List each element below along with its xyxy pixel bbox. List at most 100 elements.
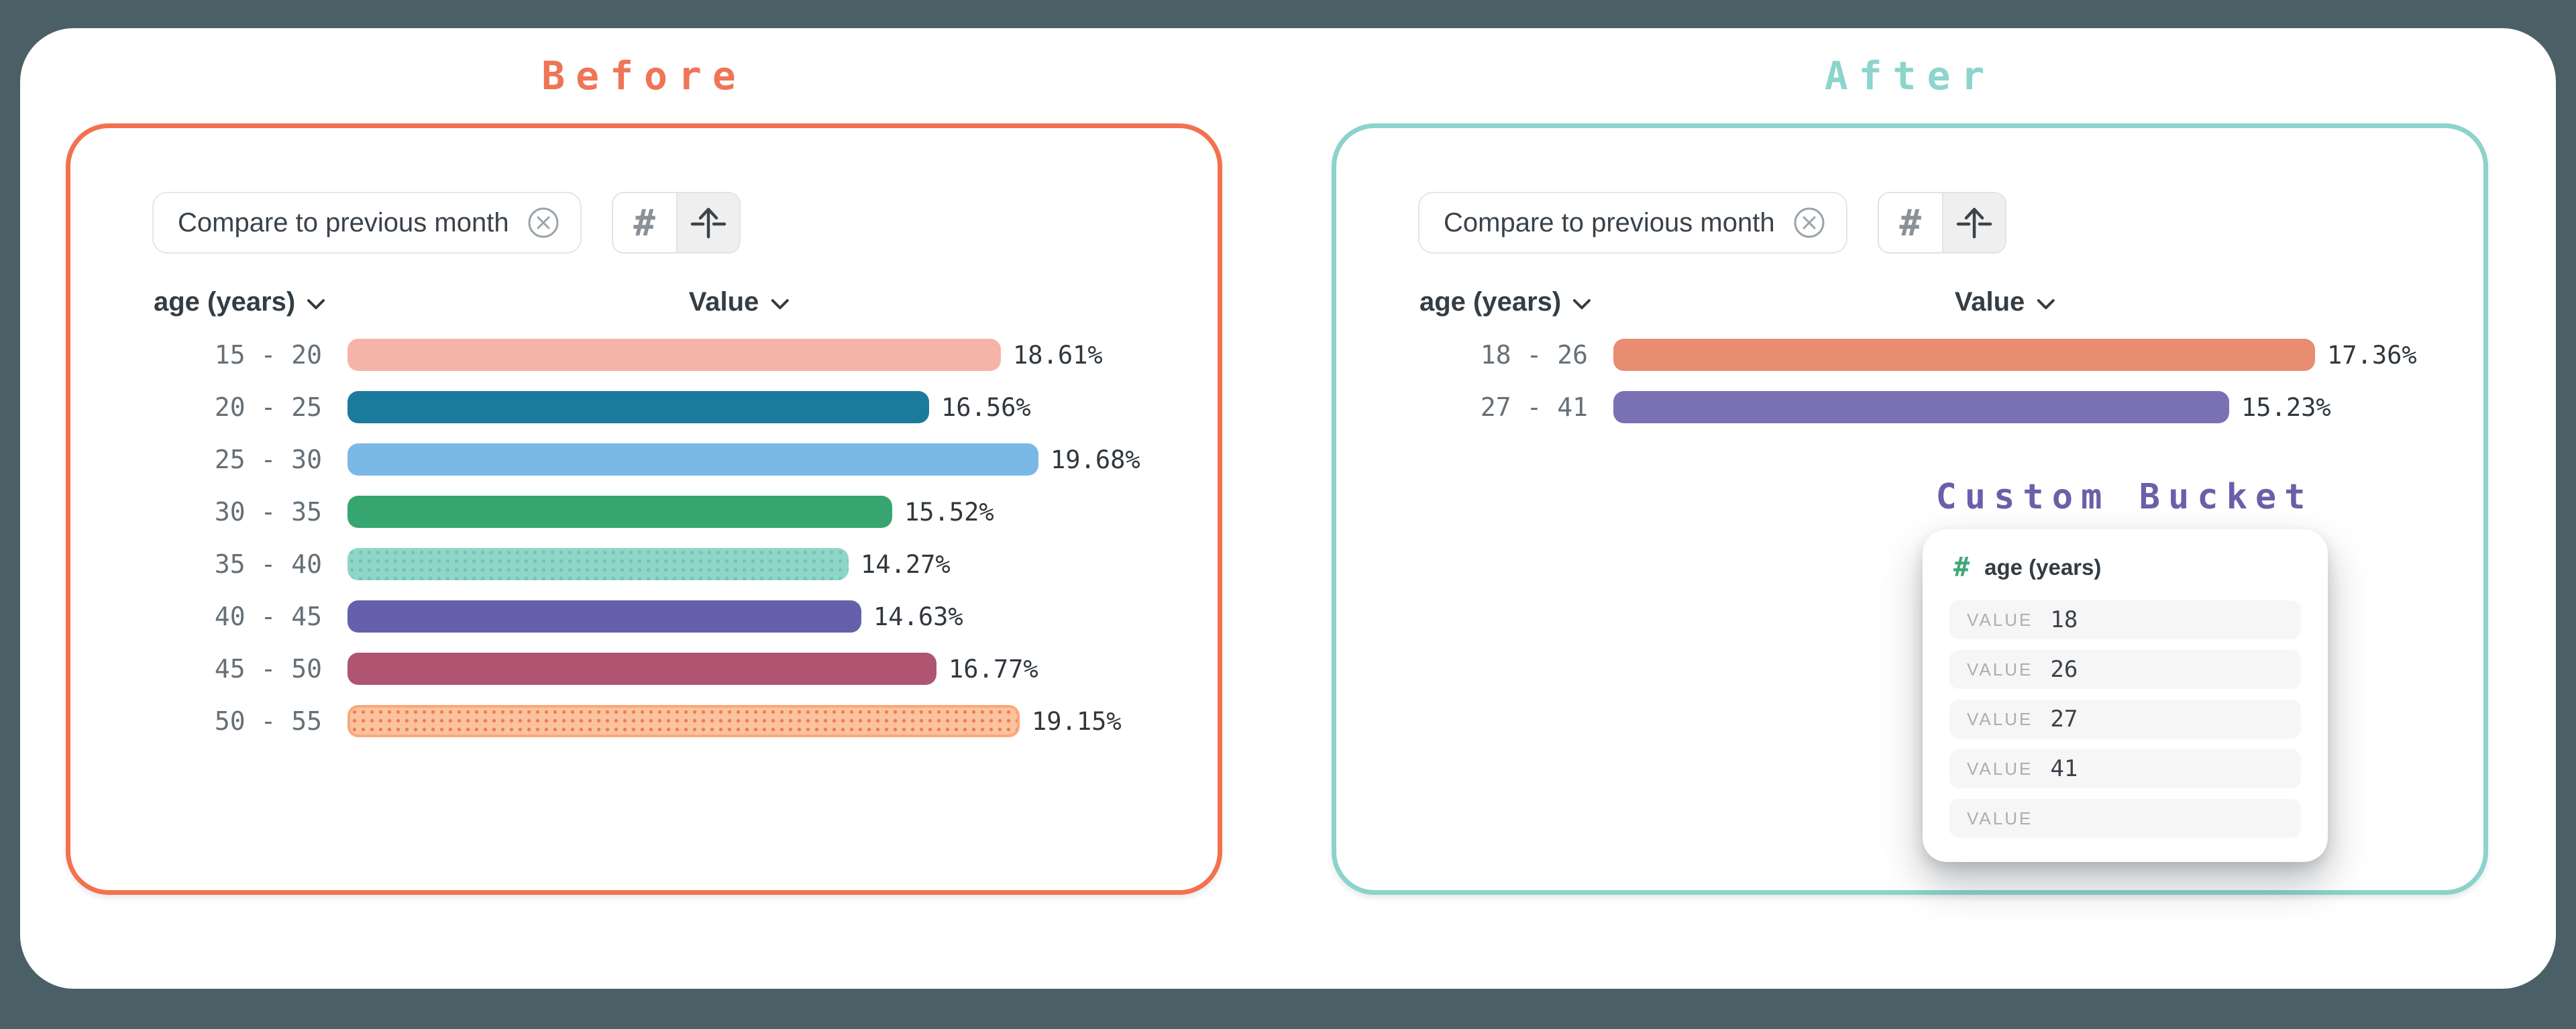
- bar[interactable]: [1613, 391, 2229, 423]
- before-bar-chart: 15 - 20 18.61% 20 - 25 16.56% 25 - 30 19.68% 3…: [152, 329, 1140, 747]
- bar[interactable]: [347, 496, 892, 528]
- value-label: 18.61%: [1013, 340, 1103, 370]
- value-label: 16.77%: [949, 654, 1038, 684]
- bar-row: 50 - 55 19.15%: [152, 695, 1138, 747]
- filter-chip[interactable]: Compare to previous month: [1418, 192, 1847, 254]
- value-label: 14.63%: [873, 602, 963, 631]
- category-label: 45 - 50: [214, 654, 322, 684]
- hash-mode-button[interactable]: #: [613, 193, 676, 252]
- filter-chip[interactable]: Compare to previous month: [152, 192, 582, 254]
- bar-row: 45 - 50 16.77%: [152, 643, 1138, 695]
- bucket-value-field[interactable]: VALUE 41: [1949, 749, 2301, 788]
- value-field-label: VALUE: [1967, 708, 2033, 729]
- close-icon[interactable]: [1792, 206, 1826, 239]
- bar-row: 18 - 26 17.36%: [1418, 329, 2417, 381]
- bucket-value-rows: VALUE 18 VALUE 26 VALUE 27 VALUE 41 VALUE: [1949, 600, 2301, 838]
- value-field-input[interactable]: 27: [2050, 706, 2078, 733]
- category-label: 40 - 45: [214, 602, 322, 631]
- bar[interactable]: [347, 705, 1020, 737]
- measure-header[interactable]: Value: [689, 287, 790, 317]
- dimension-header[interactable]: age (years): [154, 287, 326, 317]
- dimension-header-label: age (years): [1419, 287, 1562, 317]
- bar-row: 20 - 25 16.56%: [152, 381, 1138, 433]
- value-field-input[interactable]: 18: [2050, 606, 2078, 633]
- value-label: 19.15%: [1032, 706, 1122, 736]
- custom-bucket-title: Custom Bucket: [1935, 477, 2314, 517]
- hash-icon: #: [633, 201, 655, 244]
- value-label: 19.68%: [1051, 445, 1140, 474]
- sort-mode-button[interactable]: [1941, 193, 2005, 252]
- sort-mode-button[interactable]: [676, 193, 739, 252]
- before-column-headers: age (years) Value: [152, 287, 1138, 322]
- category-label: 25 - 30: [214, 445, 322, 474]
- bucket-value-field[interactable]: VALUE: [1949, 799, 2301, 838]
- hash-mode-button[interactable]: #: [1879, 193, 1942, 252]
- before-column: Before Compare to previous month #: [66, 28, 1222, 895]
- before-panel: Compare to previous month #: [66, 123, 1222, 895]
- dimension-header-label: age (years): [154, 287, 296, 317]
- chevron-down-icon: [2037, 299, 2055, 309]
- bar[interactable]: [1613, 339, 2315, 371]
- chevron-down-icon: [771, 299, 789, 309]
- category-label: 30 - 35: [214, 497, 322, 527]
- bar[interactable]: [347, 600, 861, 633]
- bar-row: 40 - 45 14.63%: [152, 590, 1138, 643]
- main-card: Before Compare to previous month #: [20, 28, 2556, 989]
- category-label: 15 - 20: [214, 340, 322, 370]
- bar-row: 30 - 35 15.52%: [152, 486, 1138, 538]
- bucket-value-field[interactable]: VALUE 18: [1949, 600, 2301, 639]
- before-title: Before: [541, 53, 747, 99]
- bar[interactable]: [347, 548, 849, 580]
- bar-row: 27 - 41 15.23%: [1418, 381, 2404, 433]
- bar[interactable]: [347, 653, 936, 685]
- bucket-value-field[interactable]: VALUE 26: [1949, 650, 2301, 689]
- filter-chip-label: Compare to previous month: [178, 207, 509, 237]
- custom-bucket-header: # age (years): [1949, 552, 2301, 583]
- value-field-label: VALUE: [1967, 758, 2033, 779]
- chart-mode-toggle: #: [611, 192, 741, 254]
- value-field-label: VALUE: [1967, 659, 2033, 680]
- category-label: 20 - 25: [214, 392, 322, 422]
- measure-header[interactable]: Value: [1955, 287, 2056, 317]
- category-label: 18 - 26: [1480, 340, 1588, 370]
- after-bar-chart: 18 - 26 17.36% 27 - 41 15.23%: [1418, 329, 2417, 433]
- value-label: 17.36%: [2327, 340, 2417, 370]
- chart-mode-toggle: #: [1877, 192, 2006, 254]
- dimension-header[interactable]: age (years): [1419, 287, 1592, 317]
- filter-chip-label: Compare to previous month: [1444, 207, 1775, 237]
- arrow-up-icon: [690, 207, 726, 239]
- bar[interactable]: [347, 339, 1001, 371]
- category-label: 35 - 40: [214, 549, 322, 579]
- value-label: 14.27%: [861, 549, 951, 579]
- chevron-down-icon: [1573, 299, 1591, 309]
- value-field-input[interactable]: 26: [2050, 656, 2078, 683]
- arrow-up-icon: [1956, 207, 1992, 239]
- category-label: 50 - 55: [214, 706, 322, 736]
- measure-header-label: Value: [1954, 287, 2025, 317]
- bucket-field-name: age (years): [1984, 555, 2102, 580]
- value-field-label: VALUE: [1967, 609, 2033, 630]
- after-column-headers: age (years) Value: [1418, 287, 2404, 322]
- custom-bucket-popup: # age (years) VALUE 18 VALUE 26 VALUE 27 VALUE…: [1923, 529, 2328, 862]
- hash-icon: #: [1953, 552, 1970, 583]
- after-toolbar-row: Compare to previous month #: [1418, 192, 2404, 254]
- measure-header-label: Value: [688, 287, 759, 317]
- value-label: 15.23%: [2241, 392, 2331, 422]
- before-toolbar-row: Compare to previous month #: [152, 192, 1138, 254]
- value-label: 16.56%: [941, 392, 1031, 422]
- bar[interactable]: [347, 443, 1038, 476]
- bucket-value-field[interactable]: VALUE 27: [1949, 700, 2301, 739]
- after-column: After Compare to previous month #: [1332, 28, 2488, 895]
- bar[interactable]: [347, 391, 929, 423]
- value-label: 15.52%: [904, 497, 994, 527]
- chevron-down-icon: [307, 299, 325, 309]
- bar-row: 35 - 40 14.27%: [152, 538, 1138, 590]
- value-field-input[interactable]: 41: [2050, 755, 2078, 782]
- value-field-label: VALUE: [1967, 808, 2033, 828]
- after-title: After: [1824, 53, 1996, 99]
- close-icon[interactable]: [527, 206, 560, 239]
- after-panel: Compare to previous month #: [1332, 123, 2488, 895]
- category-label: 27 - 41: [1480, 392, 1588, 422]
- bar-row: 15 - 20 18.61%: [152, 329, 1138, 381]
